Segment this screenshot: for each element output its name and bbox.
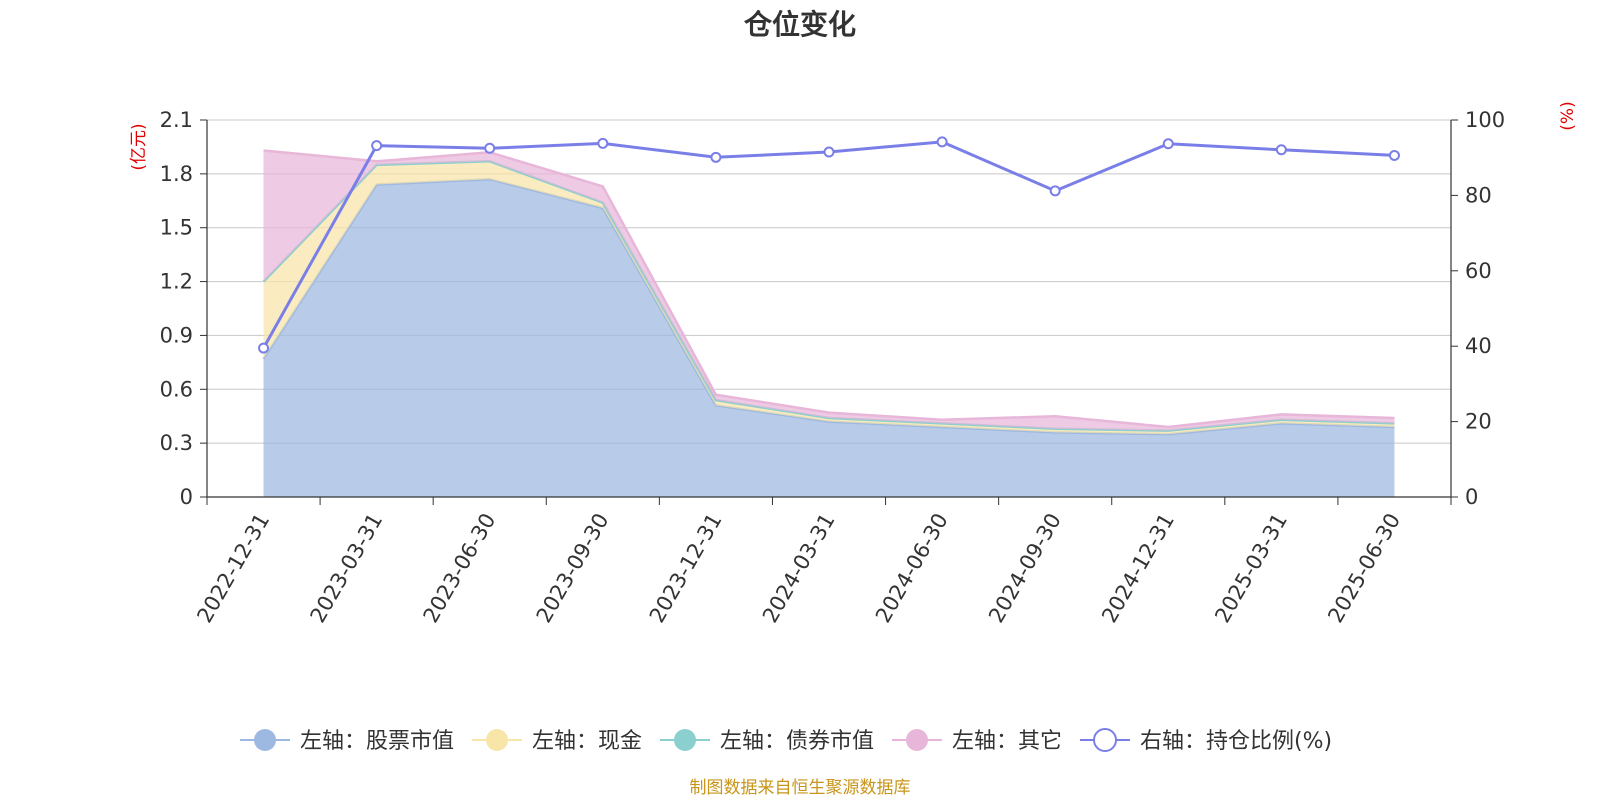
right-axis-tick-label: 100 [1465, 108, 1505, 132]
x-axis-label: 2024-09-30 [984, 509, 1066, 627]
legend-label: 右轴：持仓比例(%) [1140, 729, 1332, 754]
right-axis-tick-label: 0 [1465, 485, 1478, 509]
x-axis-label: 2024-12-31 [1097, 509, 1179, 627]
x-axis-label: 2023-09-30 [532, 509, 614, 627]
legend-item: 左轴：债券市值 [660, 729, 874, 754]
right-axis-tick-label: 20 [1465, 410, 1492, 434]
ratio-point [936, 136, 948, 148]
ratio-point [597, 137, 609, 149]
legend: 左轴：股票市值 左轴：现金 左轴：债券市值 左轴：其它 右轴：持仓比例(%) [240, 728, 1332, 754]
left-axis-tick-label: 1.2 [160, 270, 193, 294]
legend-label: 左轴：其它 [952, 729, 1062, 754]
legend-item: 左轴：现金 [472, 729, 642, 754]
ratio-point [1388, 149, 1400, 161]
left-axis-tick-label: 2.1 [160, 108, 193, 132]
legend-marker [254, 729, 276, 751]
data-source-note: 制图数据来自恒生聚源数据库 [690, 778, 911, 798]
legend-marker [1093, 728, 1117, 752]
right-axis-tick-label: 80 [1465, 183, 1492, 207]
ratio-point [258, 342, 270, 354]
x-axis-label: 2024-06-30 [871, 509, 953, 627]
right-axis-tick-label: 40 [1465, 334, 1492, 358]
legend-marker [486, 729, 508, 751]
right-axis-unit: (%) [1558, 101, 1578, 130]
legend-item: 左轴：其它 [892, 729, 1062, 754]
x-axis-label: 2022-12-31 [192, 509, 274, 627]
legend-marker [906, 729, 928, 751]
legend-item: 左轴：股票市值 [240, 729, 454, 754]
chart-title: 仓位变化 [744, 8, 856, 41]
legend-label: 左轴：债券市值 [720, 729, 874, 754]
legend-item: 右轴：持仓比例(%) [1080, 728, 1332, 754]
ratio-point [1162, 138, 1174, 150]
ratio-point [710, 151, 722, 163]
x-axis-label: 2023-06-30 [419, 509, 501, 627]
ratio-point [823, 146, 835, 158]
legend-marker [674, 729, 696, 751]
x-axis-label: 2023-03-31 [306, 509, 388, 627]
x-axis-label: 2024-03-31 [758, 509, 840, 627]
x-axis-label: 2025-06-30 [1323, 509, 1405, 627]
left-axis-tick-label: 0.3 [160, 431, 193, 455]
left-axis-tick-label: 1.8 [160, 162, 193, 186]
ratio-line-series [258, 136, 1400, 354]
area-0 [263, 179, 1395, 497]
area-series [262, 149, 1395, 497]
left-axis-unit: (亿元) [129, 123, 149, 170]
ratio-point [371, 140, 383, 152]
ratio-point [1275, 144, 1287, 156]
area-edge-3 [263, 149, 1395, 429]
left-axis-tick-label: 1.5 [160, 216, 193, 240]
ratio-point [484, 142, 496, 154]
x-axis-label: 2023-12-31 [645, 509, 727, 627]
right-axis-tick-label: 60 [1465, 259, 1492, 283]
x-axis-label: 2025-03-31 [1210, 509, 1292, 627]
legend-label: 左轴：股票市值 [300, 729, 454, 754]
left-axis-tick-label: 0.6 [160, 377, 193, 401]
ratio-point [1049, 185, 1061, 197]
legend-label: 左轴：现金 [532, 729, 642, 754]
left-axis-tick-label: 0 [180, 485, 193, 509]
left-axis-tick-label: 0.9 [160, 323, 193, 347]
